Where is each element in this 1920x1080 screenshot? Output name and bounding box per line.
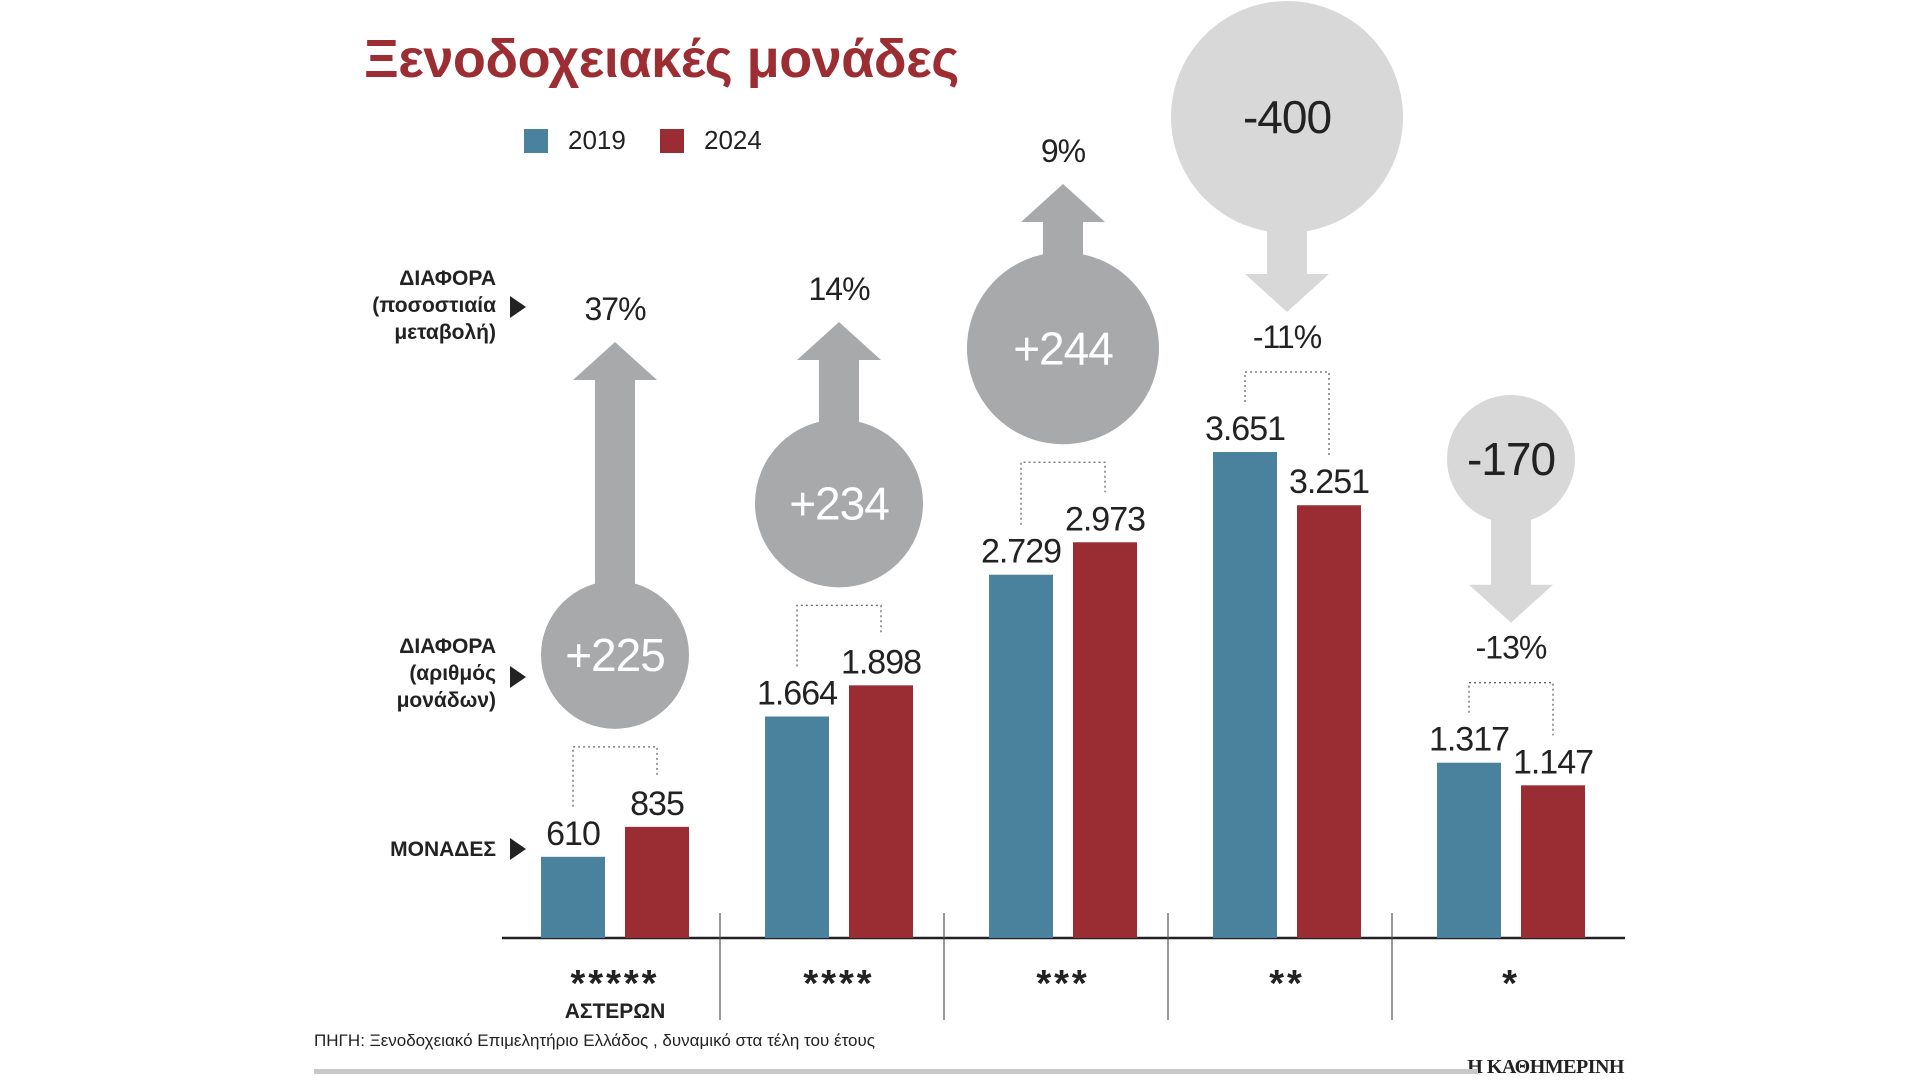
difference-bracket (572, 746, 658, 807)
legend-label-2024: 2024 (704, 125, 762, 155)
side-label-abs-change: ΔΙΑΦΟΡΑ (αριθμός μονάδων) (397, 633, 496, 714)
value-label-2024: 835 (630, 785, 684, 823)
legend-item-2024: 2024 (660, 125, 762, 156)
difference-bracket (796, 604, 882, 667)
category-label: **** (803, 963, 874, 1005)
brand-logo: Η ΚΑΘΗΜΕΡΙΝΗ (1467, 1056, 1624, 1078)
value-label-2024: 1.898 (841, 643, 921, 681)
chart-layer: 610835*****ΑΣΤΕΡΩΝ+22537%1.6641.898****+… (502, 1, 1625, 1023)
bar-2019 (989, 574, 1053, 938)
percent-label: -11% (1253, 319, 1322, 355)
difference-label: -400 (1243, 91, 1331, 143)
side-label-abs-line: ΔΙΑΦΟΡΑ (399, 635, 496, 658)
source-note: ΠΗΓΗ: Ξενοδοχειακό Επιμελητήριο Ελλάδος … (314, 1031, 875, 1050)
side-label-units: ΜΟΝΑΔΕΣ (390, 836, 496, 863)
value-label-2024: 1.147 (1513, 743, 1593, 781)
category-label: ** (1269, 963, 1305, 1005)
bar-2019 (1437, 762, 1501, 938)
category-label: *** (1036, 963, 1089, 1005)
bar-2024 (1297, 505, 1361, 938)
bar-2024 (849, 685, 913, 938)
difference-bracket (1020, 461, 1106, 525)
difference-bubble (1171, 1, 1403, 233)
difference-bubble (967, 252, 1159, 445)
percent-label: 9% (1041, 133, 1086, 169)
side-label-pct-line: (ποσοστιαία (372, 294, 496, 317)
side-label-abs-line: (αριθμός (409, 662, 496, 685)
bar-2019 (1213, 452, 1277, 938)
category-label: * (1502, 963, 1520, 1005)
side-label-pct-line: μεταβολή) (394, 321, 496, 344)
pointer-triangle-icon (510, 296, 526, 318)
category-label: ***** (571, 963, 660, 1005)
value-label-2019: 3.651 (1205, 410, 1285, 448)
difference-label: +234 (789, 477, 889, 529)
difference-bracket (1244, 371, 1330, 456)
difference-bracket (1468, 682, 1554, 736)
value-label-2019: 1.317 (1429, 721, 1509, 759)
pointer-triangle-icon (510, 666, 526, 688)
legend-label-2019: 2019 (568, 125, 626, 155)
value-label-2019: 1.664 (757, 674, 837, 712)
pointer-triangle-icon (510, 838, 526, 860)
value-label-2024: 3.251 (1289, 463, 1369, 501)
difference-bubble (541, 580, 689, 729)
side-label-abs-line: μονάδων) (396, 689, 496, 712)
footer-divider (314, 1069, 1478, 1074)
value-label-2019: 2.729 (981, 533, 1061, 571)
percent-label: -13% (1476, 630, 1547, 666)
bar-2024 (625, 826, 689, 938)
up-arrow-icon (797, 322, 881, 430)
legend-swatch-2024 (660, 128, 684, 153)
difference-label: +244 (1013, 322, 1113, 374)
side-label-pct-change: ΔΙΑΦΟΡΑ (ποσοστιαία μεταβολή) (372, 265, 496, 346)
value-label-2024: 2.973 (1065, 500, 1145, 538)
legend-item-2019: 2019 (524, 125, 626, 156)
percent-label: 37% (584, 291, 646, 327)
difference-label: +225 (565, 629, 665, 681)
side-label-units-line: ΜΟΝΑΔΕΣ (390, 838, 496, 861)
down-arrow-icon (1245, 223, 1329, 312)
chart-title: Ξενοδοχειακές μονάδες (364, 29, 959, 89)
difference-label: -170 (1467, 433, 1555, 485)
bar-2024 (1073, 542, 1137, 938)
bar-2019 (765, 716, 829, 938)
difference-bubble (1447, 395, 1575, 523)
up-arrow-icon (573, 342, 657, 591)
difference-bubble (755, 419, 923, 588)
percent-label: 14% (808, 271, 870, 307)
down-arrow-icon (1469, 513, 1553, 623)
side-label-pct-line: ΔΙΑΦΟΡΑ (399, 267, 496, 290)
value-label-2019: 610 (546, 815, 600, 853)
bar-2024 (1521, 785, 1585, 938)
legend-swatch-2019 (524, 128, 548, 153)
up-arrow-icon (1021, 184, 1105, 263)
category-sublabel: ΑΣΤΕΡΩΝ (565, 1000, 666, 1023)
bar-2019 (541, 856, 605, 938)
